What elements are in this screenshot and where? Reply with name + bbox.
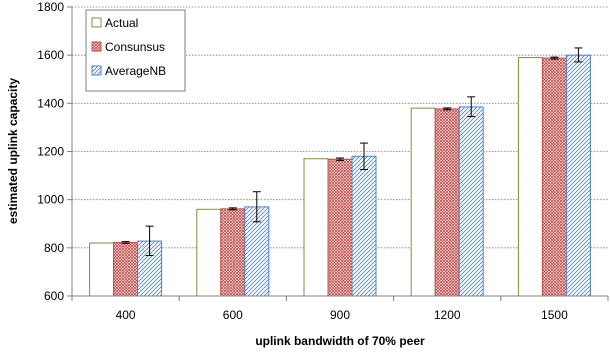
y-tick-label: 800 — [44, 241, 64, 255]
bar-actual — [517, 57, 543, 297]
x-axis-title: uplink bandwidth of 70% peer — [255, 334, 425, 348]
legend-swatch-averagenb — [91, 65, 102, 76]
x-tick-label: 1500 — [541, 308, 568, 322]
bar-consunsus — [541, 57, 567, 297]
x-tick-labels: 400 600 900 1200 1500 — [116, 308, 568, 322]
bar-actual — [303, 158, 329, 297]
error-bars-group — [121, 47, 583, 257]
x-tick-label: 1200 — [434, 308, 461, 322]
legend-label-consunsus: Consunsus — [105, 40, 165, 54]
y-tick-label: 1200 — [37, 145, 64, 159]
bar-consunsus — [327, 158, 353, 297]
legend-label-actual: Actual — [105, 16, 138, 30]
legend-box — [85, 9, 186, 92]
x-tick-label: 600 — [223, 308, 243, 322]
bar-consunsus — [113, 242, 139, 297]
legend: Actual Consunsus AverageNB — [85, 9, 186, 92]
bars-group — [89, 54, 591, 297]
y-axis-title: estimated uplink capacity — [6, 78, 20, 224]
bar-consunsus — [434, 108, 460, 297]
bar-averagenb — [565, 54, 591, 297]
axes — [67, 6, 609, 301]
y-tick-label: 1800 — [37, 0, 64, 14]
x-tick-label: 900 — [330, 308, 350, 322]
x-tick-label: 400 — [116, 308, 136, 322]
y-tick-label: 1600 — [37, 48, 64, 62]
bar-consunsus — [220, 208, 246, 297]
y-tick-label: 1000 — [37, 193, 64, 207]
bar-actual — [196, 208, 222, 297]
bar-averagenb — [351, 155, 377, 297]
y-tick-label: 600 — [44, 289, 64, 303]
y-tick-label: 1400 — [37, 96, 64, 110]
legend-label-averagenb: AverageNB — [105, 64, 166, 78]
y-tick-labels: 600 800 1000 1200 1400 1600 1800 — [37, 0, 64, 303]
bar-actual — [410, 107, 436, 297]
legend-swatch-consunsus — [91, 41, 102, 52]
bar-averagenb — [458, 106, 484, 297]
legend-swatch-actual — [91, 17, 102, 28]
bar-actual — [89, 242, 115, 297]
